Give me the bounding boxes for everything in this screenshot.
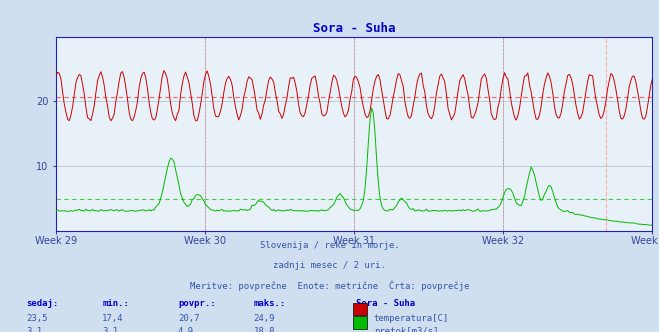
Text: zadnji mesec / 2 uri.: zadnji mesec / 2 uri.: [273, 261, 386, 270]
Text: 3,1: 3,1: [102, 327, 118, 332]
Text: povpr.:: povpr.:: [178, 299, 215, 308]
Text: 18,8: 18,8: [254, 327, 275, 332]
Text: Meritve: povprečne  Enote: metrične  Črta: povprečje: Meritve: povprečne Enote: metrične Črta:…: [190, 281, 469, 291]
Text: min.:: min.:: [102, 299, 129, 308]
Text: 3,1: 3,1: [26, 327, 42, 332]
Text: Sora - Suha: Sora - Suha: [356, 299, 415, 308]
Text: 20,7: 20,7: [178, 314, 200, 323]
Text: sedaj:: sedaj:: [26, 299, 59, 308]
Text: Slovenija / reke in morje.: Slovenija / reke in morje.: [260, 241, 399, 250]
Text: 4,9: 4,9: [178, 327, 194, 332]
Text: 17,4: 17,4: [102, 314, 124, 323]
Text: 24,9: 24,9: [254, 314, 275, 323]
Text: maks.:: maks.:: [254, 299, 286, 308]
Text: 23,5: 23,5: [26, 314, 48, 323]
Text: pretok[m3/s]: pretok[m3/s]: [374, 327, 438, 332]
Title: Sora - Suha: Sora - Suha: [313, 22, 395, 35]
Text: temperatura[C]: temperatura[C]: [374, 314, 449, 323]
